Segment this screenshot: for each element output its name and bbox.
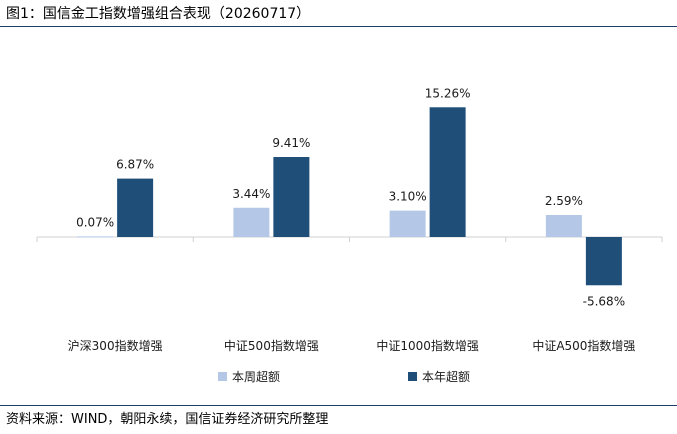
bar-chart: 0.07% 6.87% 沪深300指数增强 3.44% 9.41% 中证500指数增强 3.… <box>36 86 663 384</box>
bar-weekly-1 <box>77 236 114 238</box>
data-label: 15.26% <box>425 86 471 100</box>
data-label: 9.41% <box>272 136 310 150</box>
data-label: 0.07% <box>76 215 114 229</box>
data-label: 2.59% <box>545 194 583 208</box>
bottom-rule <box>0 405 677 406</box>
figure-title: 图1：国信金工指数增强组合表现（20260717） <box>6 6 311 22</box>
data-label: 3.44% <box>232 187 270 201</box>
data-label: 6.87% <box>116 158 154 172</box>
data-label: -5.68% <box>583 294 625 308</box>
legend-swatch <box>218 372 227 381</box>
category-label: 中证A500指数增强 <box>532 338 635 353</box>
top-rule <box>0 26 677 27</box>
data-label: 3.10% <box>389 190 427 204</box>
source-note: 资料来源：WIND，朝阳永续，国信证券经济研究所整理 <box>6 412 329 427</box>
bar-ytd-4 <box>585 237 622 286</box>
bar-weekly-2 <box>233 207 270 237</box>
category-label: 中证500指数增强 <box>224 338 319 353</box>
legend-swatch <box>408 372 417 381</box>
bar-ytd-3 <box>429 107 466 237</box>
legend-label: 本周超额 <box>232 369 280 384</box>
bar-ytd-2 <box>273 157 310 237</box>
category-label: 中证1000指数增强 <box>376 338 479 353</box>
bar-weekly-3 <box>389 210 426 237</box>
legend-label: 本年超额 <box>422 369 470 384</box>
category-label: 沪深300指数增强 <box>68 338 163 353</box>
bar-ytd-1 <box>117 178 154 237</box>
bar-weekly-4 <box>545 214 582 237</box>
